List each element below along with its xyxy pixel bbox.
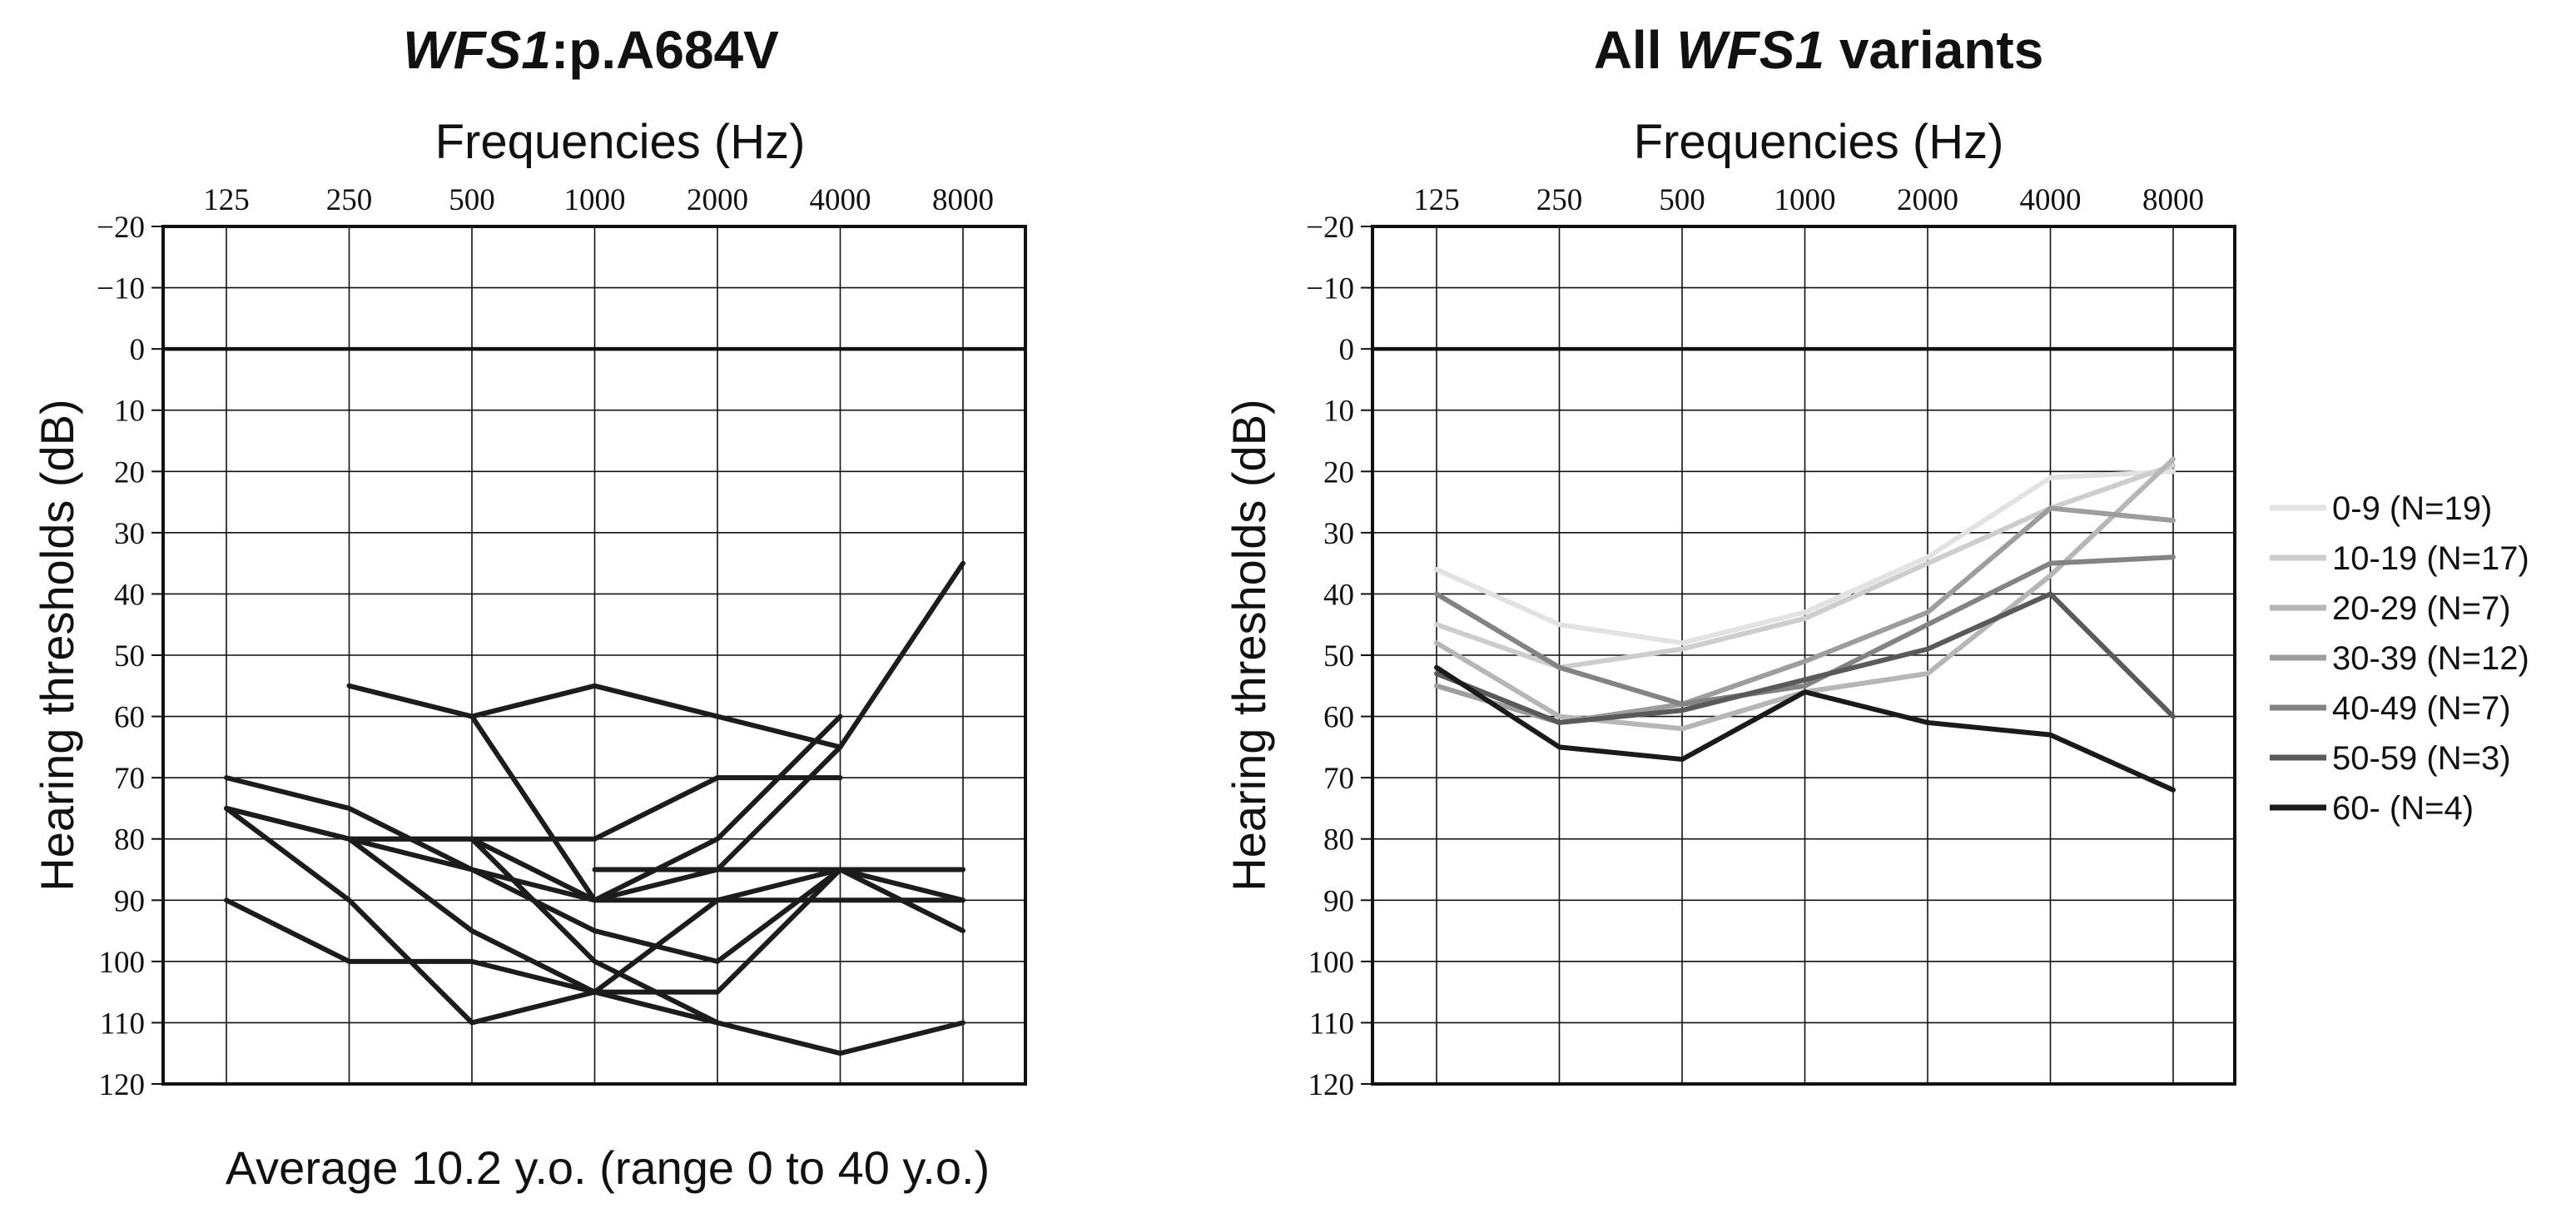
left-y-tick-label: 100 [99,946,146,980]
left-y-tick-label: 30 [114,517,145,551]
right-y-tick-label: 30 [1323,517,1354,551]
right-y-tick-label: 0 [1339,333,1355,367]
left-y-tick-label: −20 [97,211,145,245]
right-y-tick-label: 100 [1308,946,1355,980]
left-title-gene: WFS1 [403,20,551,80]
left-y-tick-label: 110 [100,1007,145,1041]
right-y-tick-label: 120 [1308,1068,1355,1102]
right-y-tick-label: −10 [1306,272,1354,306]
left-audiogram: −20 −10 0 10 20 30 40 50 60 70 80 90 100 110 120 125 250… [97,183,1027,1102]
right-series-line-1 [1434,469,2176,646]
left-y-tick-label: 80 [114,823,145,858]
legend-label-7: 60- (N=4) [2332,790,2474,827]
legend-label-4: 30-39 (N=12) [2332,640,2529,677]
left-x-tick-label: 4000 [810,183,871,217]
right-y-tick-label: 20 [1323,455,1354,490]
left-x-tick-label: 250 [326,183,373,217]
right-x-tick-label: 2000 [1897,183,1958,217]
left-x-tick-label: 2000 [687,183,748,217]
right-title-prefix: All [1594,20,1677,80]
right-x-axis-title: Frequencies (Hz) [1634,115,2004,169]
left-x-tick-label: 8000 [932,183,994,217]
right-audiogram: −20 −10 0 10 20 30 40 50 60 70 80 90 100 110 120 125 250… [1306,183,2236,1102]
left-y-tick-label: 0 [130,333,146,367]
right-legend: 0-9 (N=19) 10-19 (N=17) 20-29 (N=7) 30-39 (… [2270,490,2529,827]
right-series-line-5 [1434,554,2176,707]
right-x-tick-label: 4000 [2020,183,2082,217]
right-x-tick-label: 8000 [2142,183,2204,217]
left-x-tick-label: 1000 [564,183,626,217]
left-y-tick-label: 60 [114,701,145,735]
left-y-axis-title: Hearing thresholds (dB) [31,399,83,891]
left-title-variant: :p.A684V [551,20,779,80]
left-y-tick-label: 90 [114,884,145,918]
legend-label-2: 10-19 (N=17) [2332,540,2529,577]
right-x-tick-label: 1000 [1774,183,1836,217]
left-chart-title: WFS1:p.A684V [403,20,779,80]
left-age-note: Average 10.2 y.o. (range 0 to 40 y.o.) [226,1141,990,1194]
right-y-tick-label: 50 [1323,639,1354,674]
left-x-tick-label: 125 [203,183,250,217]
right-y-tick-label: 80 [1323,823,1354,858]
right-y-tick-label: 70 [1323,762,1354,796]
legend-label-6: 50-59 (N=3) [2332,740,2511,777]
right-y-axis-title: Hearing thresholds (dB) [1223,399,1275,891]
right-y-tick-label: 10 [1323,395,1354,429]
left-y-tick-label: 70 [114,762,145,796]
right-chart-title: All WFS1 variants [1594,20,2044,80]
right-plot-frame [1371,225,2236,1086]
right-x-tick-label: 125 [1413,183,1460,217]
left-series-line-10 [469,836,720,1026]
right-series-line-7 [1434,664,2176,793]
right-series-line-6 [1434,591,2176,725]
right-y-tick-label: 60 [1323,701,1354,735]
right-y-tick-label: −20 [1306,211,1354,245]
left-y-tick-label: 120 [99,1068,146,1102]
left-x-axis-title: Frequencies (Hz) [435,115,806,169]
right-title-suffix: variants [1824,20,2043,80]
left-series-line-1 [346,683,843,750]
left-y-tick-label: 50 [114,639,145,674]
right-x-tick-label: 500 [1659,183,1705,217]
left-series-line-9 [346,836,965,1056]
legend-label-1: 0-9 (N=19) [2332,490,2492,527]
left-plot-frame [161,225,1027,1086]
left-y-tick-label: 10 [114,395,145,429]
left-y-tick-label: −10 [97,272,145,306]
right-x-tick-label: 250 [1536,183,1583,217]
left-y-tick-label: 20 [114,455,145,490]
right-y-tick-label: 40 [1323,578,1354,612]
legend-label-5: 40-49 (N=7) [2332,690,2511,727]
right-y-tick-label: 90 [1323,884,1354,918]
left-y-tick-label: 40 [114,578,145,612]
right-y-tick-label: 110 [1309,1007,1354,1041]
right-title-gene: WFS1 [1676,20,1824,80]
left-x-tick-label: 500 [449,183,495,217]
legend-label-3: 20-29 (N=7) [2332,590,2511,627]
